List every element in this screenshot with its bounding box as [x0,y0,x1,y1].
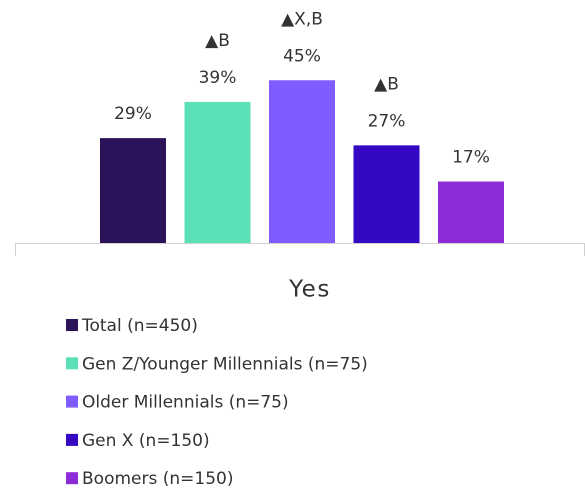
legend-label: Total (n=450) [81,316,198,336]
bar [100,138,166,243]
significance-annotation: ▲X,B [281,9,323,29]
legend-swatch [66,357,78,370]
legend-swatch [66,319,78,331]
bar [353,145,420,243]
value-label: 29% [114,104,152,124]
value-label: 45% [283,46,321,66]
value-label: 39% [199,68,237,88]
legend-swatch [66,395,78,408]
legend-label: Gen Z/Younger Millennials (n=75) [82,354,368,374]
legend-label: Boomers (n=150) [82,469,233,489]
significance-annotation: ▲B [374,74,399,94]
value-label: 27% [368,111,406,131]
category-label: Yes [288,277,331,303]
legend-swatch [66,433,78,446]
legend-swatch [66,472,78,485]
legend-label: Gen X (n=150) [82,431,210,451]
legend-label: Older Millennials (n=75) [82,393,289,413]
bar [269,80,335,243]
value-label: 17% [452,148,490,168]
significance-annotation: ▲B [205,31,230,51]
bar [438,181,504,243]
bar [184,101,251,243]
